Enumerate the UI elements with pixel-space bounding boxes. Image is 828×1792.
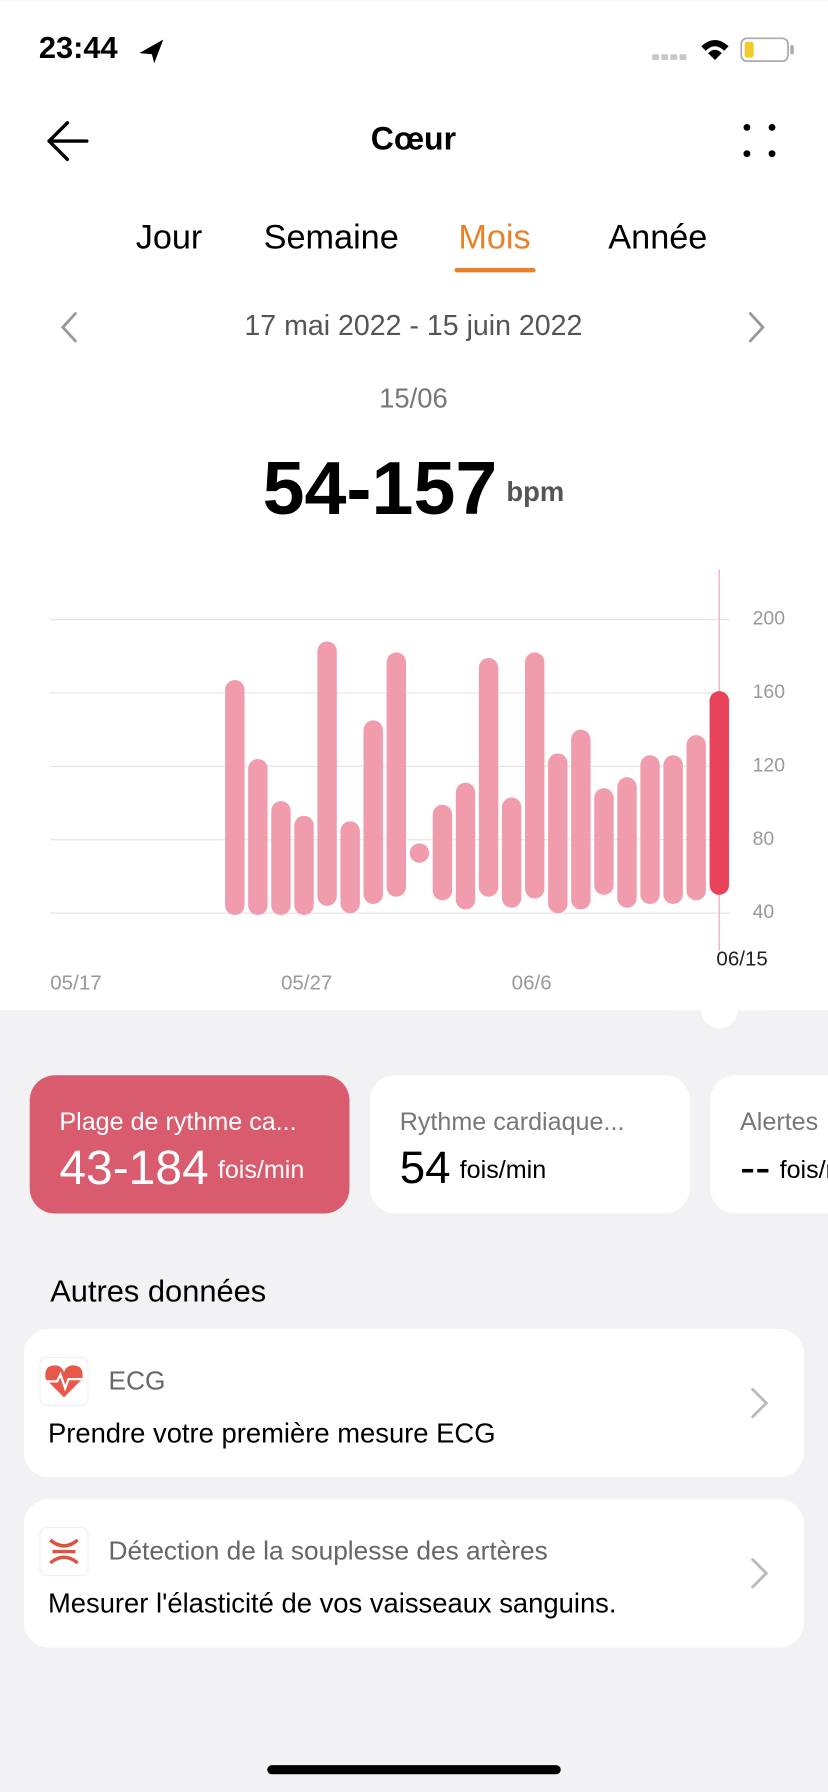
page-title: Cœur — [371, 121, 456, 157]
tab-bar: Jour Semaine Mois Année — [136, 218, 707, 273]
signal-icon — [652, 54, 687, 61]
home-indicator — [267, 1765, 561, 1775]
range-bar[interactable] — [478, 658, 499, 897]
tab[interactable]: Semaine — [264, 218, 399, 256]
card-unit: fois/min — [780, 1156, 828, 1184]
range-bar[interactable] — [271, 801, 291, 916]
range-bar[interactable] — [386, 652, 407, 897]
prev-period[interactable] — [60, 312, 77, 343]
artery-icon — [49, 1538, 79, 1565]
menu-button[interactable] — [743, 123, 776, 158]
range-bar[interactable] — [501, 797, 522, 908]
card-title: Plage de rythme ca... — [59, 1108, 296, 1136]
ecg-wave — [45, 1371, 83, 1392]
card-title: Rythme cardiaque... — [400, 1108, 625, 1136]
range-bar[interactable] — [594, 788, 614, 895]
metric-card[interactable] — [710, 1075, 828, 1214]
metric-card[interactable] — [370, 1075, 690, 1214]
unit: bpm — [506, 476, 564, 507]
range-bar[interactable] — [409, 843, 430, 863]
item-name: ECG — [108, 1365, 165, 1395]
tab-underline — [454, 267, 536, 273]
item-chevron — [751, 1387, 769, 1419]
range-bar[interactable] — [663, 755, 683, 905]
range-bar[interactable] — [248, 758, 268, 916]
period-range: 17 mai 2022 - 15 juin 2022 — [244, 310, 582, 342]
x-tick-label: 05/27 — [281, 971, 332, 994]
card-value: -- — [740, 1142, 770, 1193]
tab[interactable]: Année — [608, 218, 707, 256]
card-unit: fois/min — [218, 1156, 305, 1184]
y-tick-label: 160 — [753, 681, 786, 703]
tab[interactable]: Mois — [458, 218, 530, 256]
list: ECG Prendre votre première mesure ECG Déte… — [23, 1328, 805, 1648]
range-bar[interactable] — [225, 680, 245, 916]
range-bar[interactable] — [294, 815, 314, 916]
x-tick-label: 05/17 — [50, 971, 101, 994]
item-description: Prendre votre première mesure ECG — [48, 1417, 496, 1448]
battery-icon — [740, 37, 789, 63]
range-bar[interactable] — [363, 720, 383, 905]
x-tick-label: 06/6 — [512, 971, 552, 994]
range-bar[interactable] — [548, 753, 568, 914]
selected-value: 54-157 bpm — [263, 446, 565, 530]
battery-tip — [790, 45, 794, 55]
range-bar[interactable] — [571, 729, 591, 910]
range-bar[interactable] — [640, 755, 660, 905]
item-name: Détection de la souplesse des artères — [108, 1536, 547, 1566]
card-value: 43-184 — [59, 1142, 208, 1195]
range-bar[interactable] — [432, 804, 453, 901]
section-title: Autres données — [50, 1274, 266, 1309]
card-title: Alertes — [740, 1108, 818, 1136]
list-item[interactable] — [23, 1328, 805, 1478]
card-value: 54 — [400, 1142, 451, 1193]
y-tick-label: 200 — [753, 608, 786, 630]
chart: 40 80 120 160 200 05/17 05/27 06/6 06/15 — [50, 569, 785, 994]
range-bar[interactable] — [525, 652, 545, 899]
range-bar[interactable] — [317, 641, 337, 906]
card-value-line: -- fois/min — [740, 1142, 828, 1193]
selected-date: 15/06 — [379, 383, 448, 414]
card-value-line: 54 fois/min — [400, 1142, 546, 1193]
y-tick-label: 80 — [753, 828, 775, 850]
status-time: 23:44 — [39, 30, 118, 65]
item-chevron — [751, 1558, 769, 1589]
range-bar[interactable] — [455, 782, 476, 910]
range-bar[interactable] — [686, 735, 706, 901]
range-bar[interactable] — [709, 691, 729, 895]
wifi-icon — [701, 40, 729, 61]
metric-card[interactable] — [29, 1075, 350, 1214]
location-icon — [139, 39, 164, 64]
range-bar[interactable] — [617, 777, 637, 908]
tab[interactable]: Jour — [136, 218, 203, 256]
cards: Plage de rythme ca... 43-184 fois/min Rythm… — [29, 1075, 828, 1214]
range-bar[interactable] — [340, 821, 360, 914]
back-button[interactable] — [47, 121, 89, 162]
x-tick-label: 06/15 — [716, 947, 767, 970]
selector-knob[interactable] — [701, 991, 738, 1029]
card-value-line: 43-184 fois/min — [59, 1142, 304, 1195]
item-description: Mesurer l'élasticité de vos vaisseaux sa… — [48, 1587, 617, 1618]
battery-level — [744, 41, 754, 58]
value: 54-157 — [263, 446, 498, 530]
next-period[interactable] — [748, 312, 765, 343]
card-unit: fois/min — [460, 1156, 547, 1184]
y-tick-label: 120 — [753, 755, 786, 777]
y-tick-label: 40 — [753, 901, 775, 923]
list-item[interactable] — [23, 1499, 805, 1648]
